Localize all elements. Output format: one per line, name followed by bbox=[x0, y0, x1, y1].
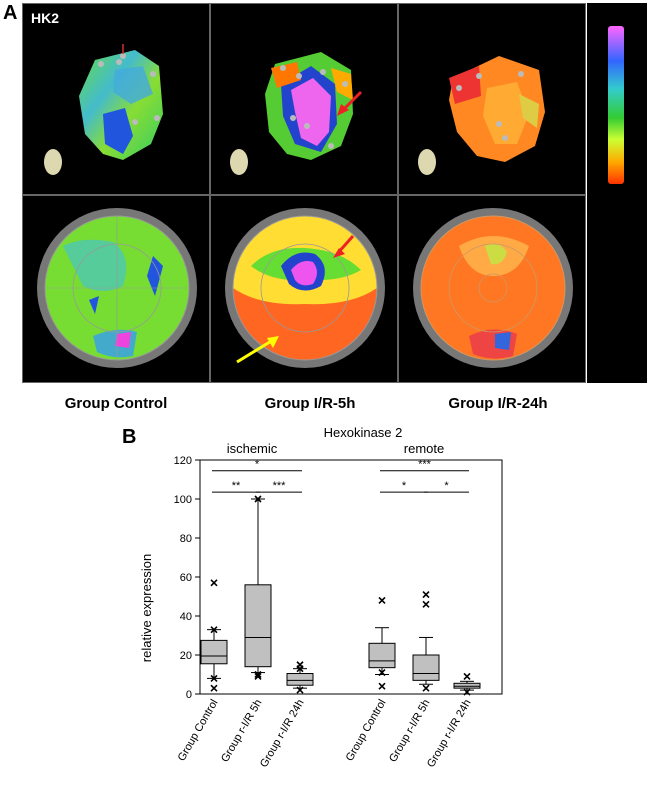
box-plot-chart: Hexokinase 2 ischemic remote relative ex… bbox=[139, 425, 503, 770]
significance-label: *** bbox=[418, 459, 432, 471]
heart-3d-control: HK2 bbox=[22, 3, 210, 195]
outlier-marker bbox=[254, 672, 262, 681]
y-tick-label: 120 bbox=[174, 455, 192, 467]
polar-map-control bbox=[22, 195, 210, 383]
outlier-marker bbox=[254, 670, 262, 679]
x-tick-label: Group r-I/R 5h bbox=[387, 698, 433, 765]
outlier-marker bbox=[378, 668, 386, 677]
x-tick-label: Group Control bbox=[176, 698, 221, 764]
significance-label: * bbox=[402, 480, 407, 492]
group-label-control: Group Control bbox=[64, 395, 168, 412]
hk2-label: HK2 bbox=[31, 10, 60, 26]
polar-map-ir5h-image bbox=[225, 208, 385, 368]
box bbox=[244, 584, 272, 668]
outlier-marker bbox=[254, 495, 262, 503]
x-tick-label: Group Control bbox=[344, 698, 389, 764]
x-tick-label: Group r-I/R 5h bbox=[219, 698, 265, 765]
y-tick-label: 20 bbox=[180, 650, 192, 662]
outlier-marker bbox=[296, 686, 304, 694]
group-label-ir24h: Group I/R-24h bbox=[448, 395, 548, 412]
y-tick-label: 80 bbox=[180, 533, 192, 545]
heart-3d-ir24h bbox=[398, 3, 586, 195]
outlier-marker bbox=[378, 596, 386, 604]
polar-map-ir24h bbox=[398, 195, 586, 383]
significance-label: ** bbox=[232, 480, 241, 492]
outlier-marker bbox=[463, 672, 471, 681]
heart-3d-control-image bbox=[44, 44, 163, 175]
y-tick-label: 100 bbox=[174, 494, 192, 506]
outlier-marker bbox=[463, 688, 471, 696]
significance-label: *** bbox=[273, 480, 287, 492]
outlier-marker bbox=[378, 682, 386, 690]
panel-b-letter: B bbox=[122, 426, 137, 448]
x-tick-label: Group r-I/R 24h bbox=[425, 698, 474, 770]
panel-label-ischemic: ischemic bbox=[227, 441, 278, 456]
box bbox=[412, 654, 440, 681]
y-axis-label: relative expression bbox=[139, 554, 154, 662]
outlier-marker bbox=[210, 626, 218, 634]
color-scale-bar bbox=[608, 26, 624, 184]
panel-label-remote: remote bbox=[404, 441, 444, 456]
outlier-marker bbox=[422, 600, 430, 608]
panel-a-letter: A bbox=[3, 2, 18, 24]
outlier-marker bbox=[422, 684, 430, 692]
heart-3d-ir24h-image bbox=[418, 56, 545, 175]
group-label-ir5h: Group I/R-5h bbox=[264, 395, 356, 412]
outlier-marker bbox=[210, 674, 218, 682]
heart-map-grid: HK2 bbox=[22, 3, 586, 383]
box bbox=[200, 639, 228, 665]
significance-label: * bbox=[444, 480, 449, 492]
outlier-marker bbox=[210, 684, 218, 692]
heart-3d-ir5h-image bbox=[230, 52, 363, 175]
box bbox=[368, 642, 396, 669]
y-tick-label: 0 bbox=[186, 689, 192, 701]
heart-3d-ir5h bbox=[210, 3, 398, 195]
y-tick-label: 40 bbox=[180, 611, 192, 623]
polar-map-control-image bbox=[37, 208, 197, 368]
outlier-marker bbox=[422, 590, 430, 599]
polar-map-ir24h-image bbox=[413, 208, 573, 368]
chart-title: Hexokinase 2 bbox=[324, 425, 403, 440]
y-tick-label: 60 bbox=[180, 572, 192, 584]
x-tick-label: Group r-I/R 24h bbox=[258, 698, 307, 770]
color-scale-panel bbox=[587, 3, 647, 383]
outlier-marker bbox=[296, 665, 304, 673]
significance-label: * bbox=[255, 459, 260, 471]
outlier-marker bbox=[210, 579, 218, 587]
box bbox=[286, 673, 314, 686]
polar-map-ir5h bbox=[210, 195, 398, 383]
